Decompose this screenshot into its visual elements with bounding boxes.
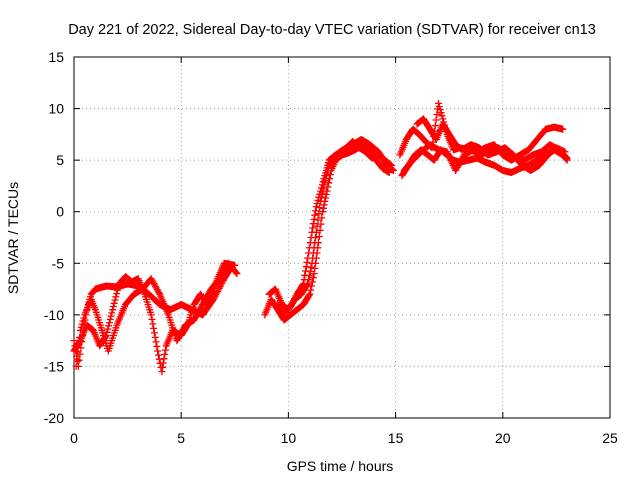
series-track-3 — [72, 259, 241, 370]
y-axis-label: SDTVAR / TECUs — [5, 182, 21, 294]
data-marks — [70, 99, 571, 376]
y-tick-label: -15 — [44, 358, 64, 374]
x-tick-label: 25 — [602, 430, 618, 446]
chart-title: Day 221 of 2022, Sidereal Day-to-day VTE… — [68, 22, 596, 38]
y-tick-label: 15 — [48, 49, 64, 65]
y-tick-label: 10 — [48, 101, 64, 117]
grid-lines — [74, 57, 610, 418]
tick-labels: 0 5 10 15 20 25 -20 -15 -10 -5 0 5 10 15 — [44, 49, 618, 446]
series-track-6 — [274, 136, 397, 317]
axis-ticks — [73, 56, 611, 419]
plus-marks — [72, 259, 241, 370]
x-axis-label: GPS time / hours — [287, 458, 394, 474]
x-tick-label: 0 — [70, 430, 78, 446]
y-tick-label: 5 — [56, 152, 64, 168]
plus-marks — [413, 115, 569, 174]
y-tick-label: -10 — [44, 307, 64, 323]
y-tick-label: -20 — [44, 410, 64, 426]
x-tick-label: 10 — [281, 430, 297, 446]
plus-marks — [274, 136, 397, 317]
x-tick-label: 5 — [177, 430, 185, 446]
x-tick-label: 20 — [495, 430, 511, 446]
plot-frame — [73, 56, 611, 419]
y-tick-label: 0 — [56, 204, 64, 220]
series-track-10 — [413, 115, 569, 174]
y-tick-label: -5 — [52, 255, 65, 271]
x-tick-label: 15 — [388, 430, 404, 446]
